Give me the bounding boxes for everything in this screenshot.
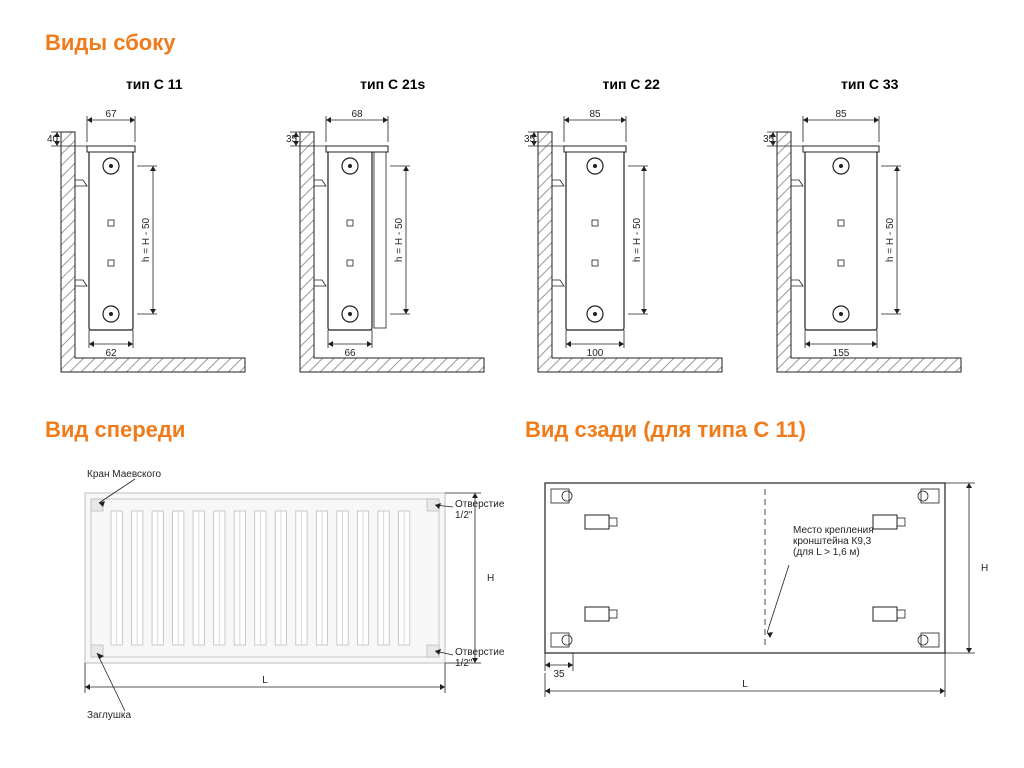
svg-text:Кран Маевского: Кран Маевского [87, 469, 161, 480]
svg-text:H: H [981, 563, 988, 574]
svg-text:35: 35 [763, 134, 775, 145]
svg-text:68: 68 [351, 109, 363, 120]
svg-text:85: 85 [589, 109, 601, 120]
rear-view-diagram: Место креплениякронштейна К9,3(для L > 1… [525, 463, 995, 743]
side-view-svg: 68 35 66 h = H - 50 [284, 102, 494, 392]
svg-text:Место креплениякронштейна К9,3: Место креплениякронштейна К9,3(для L > 1… [793, 525, 874, 558]
svg-text:Отверстие1/2": Отверстие1/2" [455, 499, 505, 521]
side-view-2: тип С 22 85 35 100 h = H - 50 [522, 76, 741, 397]
svg-text:h = H - 50: h = H - 50 [141, 217, 152, 262]
side-view-0: тип С 11 67 40 62 h = H - 50 [45, 76, 264, 397]
svg-text:h = H - 50: h = H - 50 [885, 217, 896, 262]
svg-text:35: 35 [286, 134, 298, 145]
svg-text:h = H - 50: h = H - 50 [632, 217, 643, 262]
side-view-1: тип С 21s 68 35 66 h = H - 50 [284, 76, 503, 397]
svg-text:Заглушка: Заглушка [87, 710, 131, 721]
svg-text:Отверстие1/2": Отверстие1/2" [455, 647, 505, 669]
side-view-title: тип С 22 [522, 76, 741, 92]
heading-front: Вид спереди [45, 417, 485, 443]
svg-text:66: 66 [344, 348, 356, 359]
svg-text:67: 67 [105, 109, 117, 120]
svg-text:100: 100 [587, 348, 604, 359]
side-view-title: тип С 33 [761, 76, 980, 92]
heading-side: Виды сбоку [45, 30, 979, 56]
svg-text:155: 155 [832, 348, 849, 359]
side-views-row: тип С 11 67 40 62 h = H - 50 тип С 21s 68 35 66 h… [45, 76, 979, 397]
side-view-svg: 85 35 155 h = H - 50 [761, 102, 971, 392]
svg-text:L: L [742, 679, 748, 690]
svg-text:62: 62 [105, 348, 117, 359]
side-view-svg: 85 35 100 h = H - 50 [522, 102, 732, 392]
svg-text:L: L [262, 675, 268, 686]
side-view-3: тип С 33 85 35 155 h = H - 50 [761, 76, 980, 397]
side-view-title: тип С 21s [284, 76, 503, 92]
side-view-svg: 67 40 62 h = H - 50 [45, 102, 255, 392]
side-view-title: тип С 11 [45, 76, 264, 92]
svg-text:85: 85 [835, 109, 847, 120]
front-view-diagram: Кран Маевского Отверстие1/2" Отверстие1/2"… [45, 463, 505, 743]
svg-text:35: 35 [553, 669, 565, 680]
svg-text:h = H - 50: h = H - 50 [394, 217, 405, 262]
svg-text:35: 35 [524, 134, 536, 145]
heading-rear: Вид сзади (для типа С 11) [525, 417, 985, 443]
svg-text:H: H [487, 573, 494, 584]
svg-text:40: 40 [47, 134, 59, 145]
